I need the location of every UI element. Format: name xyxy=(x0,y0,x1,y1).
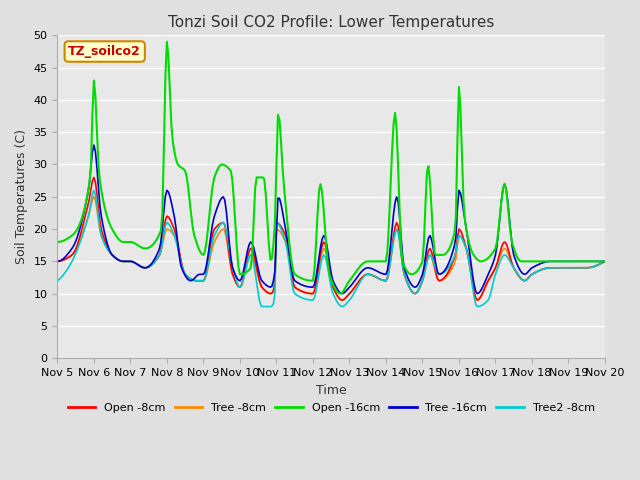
Tree -8cm xyxy=(54,259,61,264)
X-axis label: Time: Time xyxy=(316,384,347,396)
Tree -8cm xyxy=(601,259,609,264)
Open -16cm xyxy=(601,259,609,264)
Tree -16cm xyxy=(367,265,374,271)
Text: TZ_soilco2: TZ_soilco2 xyxy=(68,45,141,58)
Open -16cm xyxy=(369,259,376,264)
Line: Open -8cm: Open -8cm xyxy=(58,178,605,300)
Tree2 -8cm xyxy=(259,304,267,310)
Tree -8cm xyxy=(537,267,545,273)
Open -8cm xyxy=(537,267,545,273)
Open -16cm xyxy=(387,184,394,190)
Open -16cm xyxy=(156,231,163,237)
Line: Open -16cm: Open -16cm xyxy=(58,42,605,294)
Tree -16cm xyxy=(68,245,76,251)
Tree -8cm xyxy=(367,272,374,277)
Tree -8cm xyxy=(474,297,481,303)
Open -16cm xyxy=(68,232,76,238)
Open -8cm xyxy=(601,259,609,264)
Open -16cm xyxy=(337,291,344,297)
Tree -8cm xyxy=(397,252,405,257)
Tree -16cm xyxy=(397,235,405,241)
Tree -16cm xyxy=(90,142,98,148)
Tree2 -8cm xyxy=(54,278,61,284)
Tree2 -8cm xyxy=(387,258,394,264)
Open -16cm xyxy=(537,259,545,264)
Tree2 -8cm xyxy=(537,267,545,273)
Line: Tree2 -8cm: Tree2 -8cm xyxy=(58,191,605,307)
Y-axis label: Soil Temperatures (C): Soil Temperatures (C) xyxy=(15,129,28,264)
Open -16cm xyxy=(399,259,406,265)
Tree -16cm xyxy=(537,261,545,266)
Open -8cm xyxy=(90,175,98,180)
Open -8cm xyxy=(157,248,164,253)
Tree -8cm xyxy=(157,249,164,254)
Tree2 -8cm xyxy=(369,273,376,278)
Open -16cm xyxy=(54,239,61,245)
Tree -8cm xyxy=(90,194,98,200)
Open -16cm xyxy=(163,39,171,45)
Tree -16cm xyxy=(601,259,609,264)
Open -8cm xyxy=(68,252,76,257)
Title: Tonzi Soil CO2 Profile: Lower Temperatures: Tonzi Soil CO2 Profile: Lower Temperatur… xyxy=(168,15,494,30)
Tree2 -8cm xyxy=(601,259,609,264)
Tree -16cm xyxy=(54,259,61,264)
Open -8cm xyxy=(367,272,374,277)
Tree -16cm xyxy=(474,291,481,297)
Tree -16cm xyxy=(157,239,164,245)
Tree2 -8cm xyxy=(399,264,406,269)
Tree -8cm xyxy=(385,268,393,274)
Tree2 -8cm xyxy=(157,248,164,254)
Open -8cm xyxy=(54,259,61,264)
Line: Tree -16cm: Tree -16cm xyxy=(58,145,605,294)
Tree -16cm xyxy=(385,257,393,263)
Tree -8cm xyxy=(68,252,76,257)
Open -8cm xyxy=(385,267,393,273)
Legend: Open -8cm, Tree -8cm, Open -16cm, Tree -16cm, Tree2 -8cm: Open -8cm, Tree -8cm, Open -16cm, Tree -… xyxy=(63,398,599,417)
Open -8cm xyxy=(397,249,405,255)
Tree2 -8cm xyxy=(68,257,76,263)
Open -8cm xyxy=(474,297,481,303)
Tree2 -8cm xyxy=(90,188,98,193)
Line: Tree -8cm: Tree -8cm xyxy=(58,197,605,300)
